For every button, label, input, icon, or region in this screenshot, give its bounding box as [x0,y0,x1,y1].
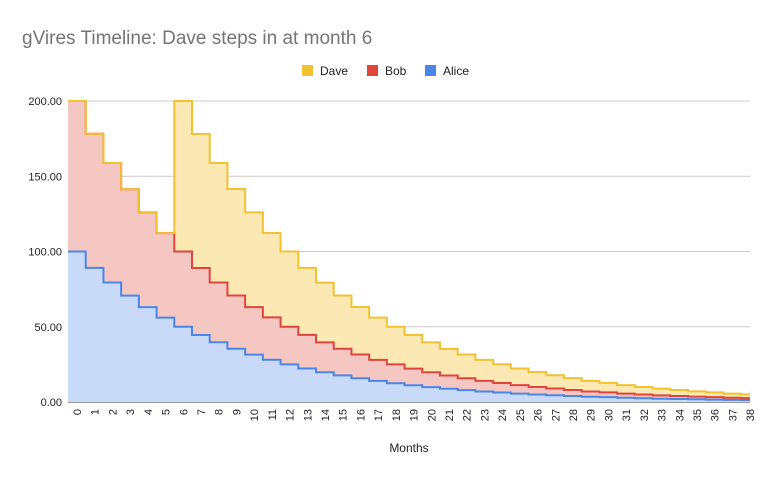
y-tick-label: 50.00 [34,322,62,334]
x-tick-label: 21 [444,409,456,421]
x-tick-label: 10 [249,409,261,421]
x-tick-label: 1 [90,409,102,415]
x-tick-label: 27 [550,409,562,421]
y-tick-label: 150.00 [28,171,62,183]
legend-label-alice: Alice [443,64,469,78]
x-tick-label: 5 [161,409,173,415]
x-tick-label: 4 [143,409,155,415]
legend-swatch-dave [302,65,313,76]
x-tick-label: 22 [462,409,474,421]
x-tick-label: 18 [391,409,403,421]
chart-title: gVires Timeline: Dave steps in at month … [22,28,372,49]
series-areas [68,101,750,402]
line-dave [68,100,750,396]
x-axis-ticks: 0 1 2 3 4 5 6 7 8 9 10 11 12 13 14 15 16 17 18 19 20 21 22 23 24… [72,409,757,421]
area-bob [68,101,750,401]
x-tick-label: 28 [568,409,580,421]
x-tick-label: 11 [267,409,279,420]
x-tick-label: 36 [710,409,722,421]
y-axis-ticks: 0.00 50.00 100.00 150.00 200.00 [28,96,62,409]
legend-swatch-alice [425,65,436,76]
x-tick-label: 34 [674,409,686,421]
y-tick-label: 0.00 [41,397,62,409]
line-bob [68,100,750,400]
x-tick-label: 35 [692,409,704,421]
x-tick-label: 7 [196,409,208,415]
legend-label-bob: Bob [385,64,407,78]
x-tick-label: 15 [338,409,350,421]
x-tick-label: 24 [497,409,509,421]
x-tick-label: 25 [515,409,527,421]
line-alice [68,250,750,402]
x-axis-label: Months [389,441,428,455]
x-tick-label: 38 [745,409,757,421]
x-tick-label: 9 [231,409,243,415]
x-tick-label: 37 [727,409,739,421]
x-tick-label: 26 [533,409,545,421]
x-tick-label: 17 [373,409,385,421]
x-tick-label: 0 [72,409,84,415]
area-dave [68,101,750,399]
legend-swatch-bob [367,65,378,76]
x-tick-label: 23 [479,409,491,421]
y-tick-label: 100.00 [28,247,62,259]
x-tick-label: 12 [285,409,297,421]
x-tick-label: 6 [178,409,190,415]
x-tick-label: 30 [603,409,615,421]
area-alice [68,251,750,402]
x-tick-label: 16 [355,409,367,421]
y-tick-label: 200.00 [28,96,62,108]
x-tick-label: 20 [426,409,438,421]
x-tick-label: 3 [125,409,137,415]
x-tick-label: 2 [107,409,119,415]
legend: Dave Bob Alice [302,64,469,78]
x-tick-label: 13 [302,409,314,421]
x-tick-label: 29 [586,409,598,421]
x-tick-label: 8 [214,409,226,415]
series-lines [68,100,750,402]
legend-label-dave: Dave [320,64,348,78]
x-tick-label: 32 [639,409,651,421]
x-tick-label: 19 [409,409,421,421]
x-tick-label: 14 [320,409,332,421]
x-tick-label: 33 [657,409,669,421]
x-tick-label: 31 [621,409,633,421]
